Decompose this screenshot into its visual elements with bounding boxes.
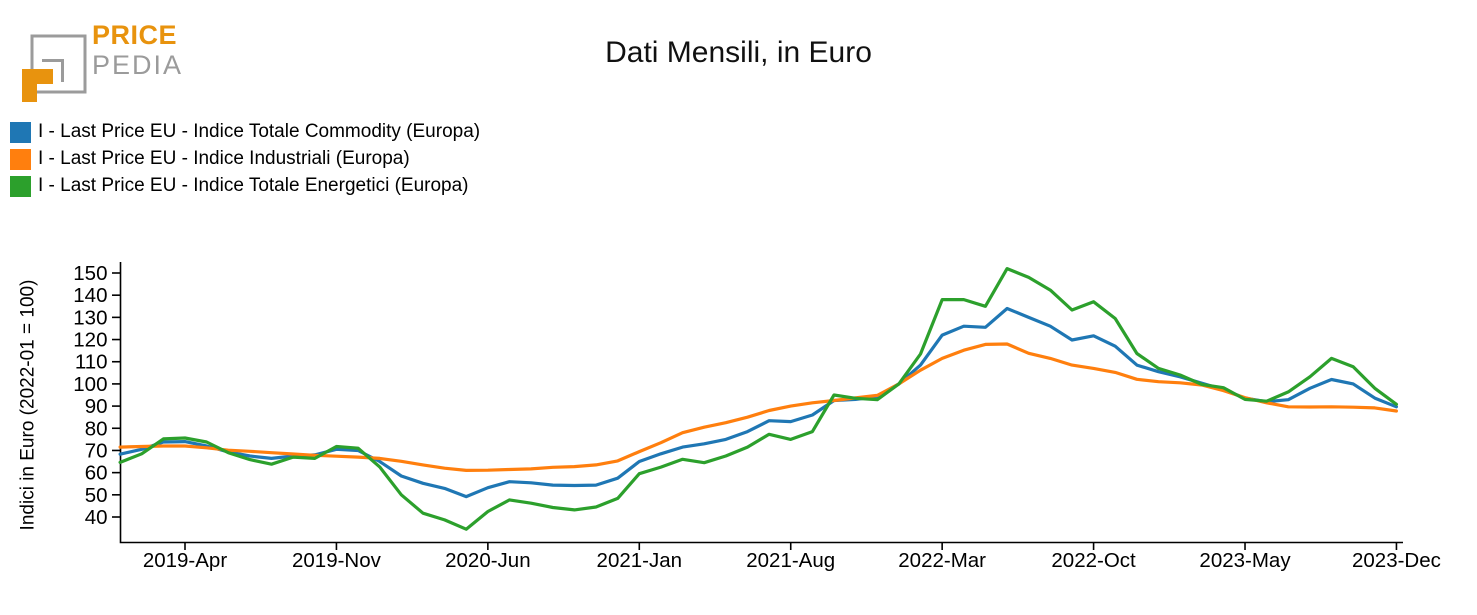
y-tick-label: 70 xyxy=(85,439,108,462)
series-line-commodity xyxy=(118,306,1399,499)
y-tick-label: 90 xyxy=(85,395,108,418)
legend-item-energetici: I - Last Price EU - Indice Totale Energe… xyxy=(10,175,480,197)
legend-label-industriali: I - Last Price EU - Indice Industriali (… xyxy=(38,148,410,169)
x-tick-label: 2019-Nov xyxy=(292,549,382,572)
legend-label-energetici: I - Last Price EU - Indice Totale Energe… xyxy=(38,175,469,196)
x-tick-label: 2020-Jun xyxy=(445,549,530,572)
brand-price: PRICE xyxy=(92,20,178,50)
logo-orange-corner xyxy=(22,69,53,102)
y-tick-label: 40 xyxy=(85,506,108,529)
pricepedia-logo-icon xyxy=(22,34,87,102)
y-tick-label: 80 xyxy=(85,417,108,440)
y-tick-label: 100 xyxy=(73,373,107,396)
legend-swatch-industriali xyxy=(10,148,31,170)
page-title: Dati Mensili, in Euro xyxy=(605,36,872,69)
x-tick-label: 2021-Aug xyxy=(746,549,835,572)
brand-text: PRICE PEDIA xyxy=(92,22,183,79)
legend-swatch-commodity xyxy=(10,121,31,143)
y-tick-label: 140 xyxy=(73,284,107,307)
y-tick-label: 50 xyxy=(85,484,108,507)
x-tick-label: 2022-Oct xyxy=(1051,549,1136,572)
x-tick-label: 2019-Apr xyxy=(143,549,228,572)
axis-spines xyxy=(119,262,1403,544)
x-tick-label: 2023-Dec xyxy=(1352,549,1441,572)
series-line-industriali xyxy=(118,342,1399,472)
logo-inner-corner xyxy=(42,59,64,82)
y-tick-label: 110 xyxy=(75,351,108,374)
y-tick-label: 120 xyxy=(73,329,107,352)
y-tick-label: 60 xyxy=(85,462,108,485)
x-tick-label: 2021-Jan xyxy=(597,549,682,572)
logo-outer-square xyxy=(30,34,87,94)
legend-item-industriali: I - Last Price EU - Indice Industriali (… xyxy=(10,148,480,170)
y-tick-label: 130 xyxy=(73,306,107,329)
pricepedia-logo: PRICE PEDIA xyxy=(10,12,240,102)
x-tick-label: 2023-May xyxy=(1199,549,1291,572)
chart-legend: I - Last Price EU - Indice Totale Commod… xyxy=(10,121,480,202)
series-line-energetici xyxy=(118,267,1399,531)
x-tick-label: 2022-Mar xyxy=(898,549,986,572)
brand-pedia: PEDIA xyxy=(92,50,184,80)
y-tick-label: 150 xyxy=(73,262,107,285)
legend-swatch-energetici xyxy=(10,175,31,197)
legend-item-commodity: I - Last Price EU - Indice Totale Commod… xyxy=(10,121,480,143)
legend-label-commodity: I - Last Price EU - Indice Totale Commod… xyxy=(38,121,481,142)
